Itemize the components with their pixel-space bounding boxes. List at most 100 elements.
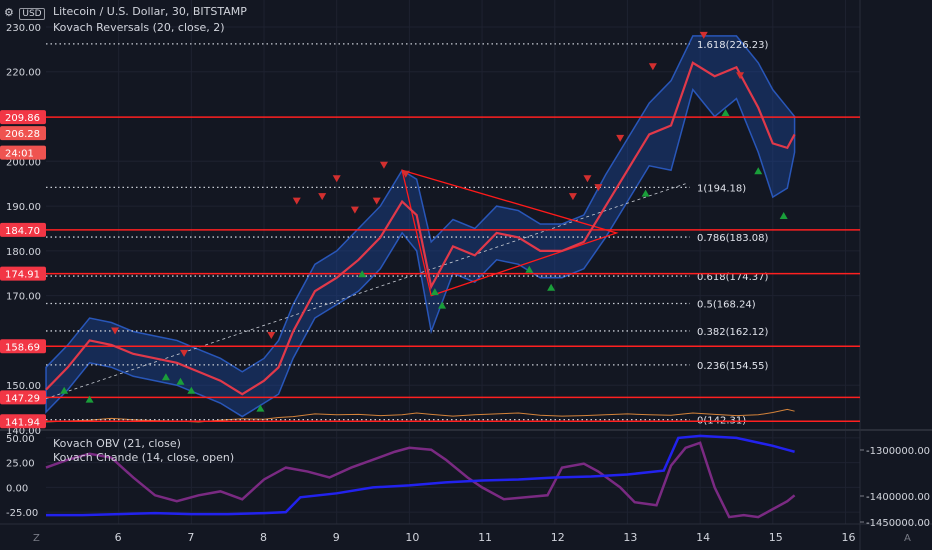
bull-marker — [641, 189, 650, 197]
bear-marker — [401, 170, 410, 178]
bear-marker — [318, 193, 327, 201]
price-level-tag — [0, 414, 46, 429]
bull-marker — [187, 386, 196, 394]
bear-marker — [594, 184, 603, 192]
bull-marker — [547, 283, 556, 291]
price-line — [45, 61, 796, 396]
osc-y-tick-label: 50.00 — [6, 434, 35, 445]
x-axis-tick-label: 16 — [841, 531, 855, 544]
bull-marker — [176, 377, 185, 385]
x-axis-tick-label: 9 — [333, 531, 340, 544]
fib-level-label: 0.5(168.24) — [697, 300, 756, 311]
current-price-tag-label: 24:01 — [5, 149, 34, 160]
bear-marker — [350, 206, 359, 214]
y-axis-tick-label: 180.00 — [6, 247, 41, 258]
triangle-pattern — [401, 169, 619, 297]
settings-icon[interactable]: ⚙ — [4, 6, 14, 19]
current-price-tag — [0, 145, 46, 160]
fib-level-label: 1(194.18) — [697, 183, 746, 194]
current-price-tag — [0, 126, 46, 141]
symbol-title-text: Litecoin / U.S. Dollar, 30, BITSTAMP — [53, 5, 247, 18]
fib-level-label: 1.618(226.23) — [697, 40, 769, 51]
y-axis-tick-label: 140.00 — [6, 426, 41, 437]
bull-marker — [754, 167, 763, 175]
x-axis-tick-label: 12 — [551, 531, 565, 544]
bear-marker — [736, 72, 745, 80]
price-level-tag — [0, 339, 46, 354]
fib-level-label: 0.786(183.08) — [697, 233, 769, 244]
price-level-tag-label: 158.69 — [5, 342, 40, 353]
price-level-tag — [0, 390, 46, 405]
bull-marker — [525, 265, 534, 273]
price-level-tag-label: 174.91 — [5, 270, 40, 281]
fib-level-label: 0.382(162.12) — [697, 327, 769, 338]
y-axis-tick-label: 150.00 — [6, 381, 41, 392]
indicator-legend-obv[interactable]: Kovach OBV (21, close) — [53, 437, 181, 450]
fib-level-label: 0.618(174.37) — [697, 272, 769, 283]
osc-right-tick-label: -1400000.00 — [866, 492, 930, 503]
bear-marker — [332, 175, 341, 183]
osc-y-tick-label: -25.00 — [6, 508, 38, 519]
bear-marker — [616, 134, 625, 142]
bear-marker — [372, 197, 381, 205]
x-axis-tick-label: 8 — [260, 531, 267, 544]
bull-marker — [358, 270, 367, 278]
price-level-tag — [0, 222, 46, 237]
bear-marker — [292, 197, 301, 205]
bear-marker — [180, 349, 189, 357]
x-axis-tick-label: 14 — [696, 531, 710, 544]
indicator-legend-obv-text: Kovach OBV (21, close) — [53, 437, 181, 450]
price-level-tag-label: 141.94 — [5, 417, 40, 428]
osc-y-tick-label: 0.00 — [6, 483, 28, 494]
x-axis-tick-label: 10 — [405, 531, 419, 544]
price-level-tag — [0, 266, 46, 281]
bull-marker — [161, 373, 170, 381]
y-axis-tick-label: 170.00 — [6, 292, 41, 303]
x-axis-tick-label: 7 — [187, 531, 194, 544]
x-axis-tick-label: 6 — [115, 531, 122, 544]
fib-level-label: 0.236(154.55) — [697, 361, 769, 372]
bull-marker — [60, 386, 69, 394]
bull-marker — [256, 404, 265, 412]
bull-marker — [438, 301, 447, 309]
osc-y-tick-label: 25.00 — [6, 459, 35, 470]
price-level-tag — [0, 110, 46, 125]
bear-marker — [379, 161, 388, 169]
y-axis-tick-label: 200.00 — [6, 157, 41, 168]
symbol-title[interactable]: Litecoin / U.S. Dollar, 30, BITSTAMP — [53, 5, 247, 18]
osc-right-tick-label: -1300000.00 — [866, 446, 930, 457]
bear-marker — [568, 193, 577, 201]
x-axis-tick-label: 11 — [478, 531, 492, 544]
bear-marker — [583, 175, 592, 183]
trend-line — [45, 183, 686, 400]
zoom-toggle-label: Z — [33, 533, 40, 544]
chande-line — [45, 441, 796, 519]
x-axis-tick-label: 15 — [769, 531, 783, 544]
reversal-band — [45, 35, 796, 418]
auto-scale-label: A — [904, 533, 911, 544]
bear-marker — [648, 63, 657, 71]
bear-marker — [699, 31, 708, 39]
bear-marker — [267, 331, 276, 339]
auto-scale-button[interactable]: A — [904, 533, 911, 544]
y-axis-tick-label: 220.00 — [6, 68, 41, 79]
bull-marker — [721, 109, 730, 117]
bull-marker — [430, 288, 439, 296]
currency-selector[interactable]: ⚙ USD — [4, 6, 45, 20]
zoom-toggle-button[interactable]: Z — [33, 533, 40, 544]
osc-right-tick-label: -1450000.00 — [866, 518, 930, 529]
currency-label[interactable]: USD — [19, 8, 45, 20]
y-axis-tick-label: 230.00 — [6, 23, 41, 34]
indicator-legend-reversals-text: Kovach Reversals (20, close, 2) — [53, 21, 225, 34]
price-level-tag-label: 184.70 — [5, 226, 40, 237]
price-level-tag-label: 147.29 — [5, 393, 40, 404]
bear-marker — [111, 327, 120, 335]
indicator-legend-chande-text: Kovach Chande (14, close, open) — [53, 451, 235, 464]
indicator-legend-reversals[interactable]: Kovach Reversals (20, close, 2) — [53, 21, 225, 34]
bull-marker — [85, 395, 94, 403]
indicator-legend-chande[interactable]: Kovach Chande (14, close, open) — [53, 451, 234, 464]
y-axis-tick-label: 190.00 — [6, 202, 41, 213]
